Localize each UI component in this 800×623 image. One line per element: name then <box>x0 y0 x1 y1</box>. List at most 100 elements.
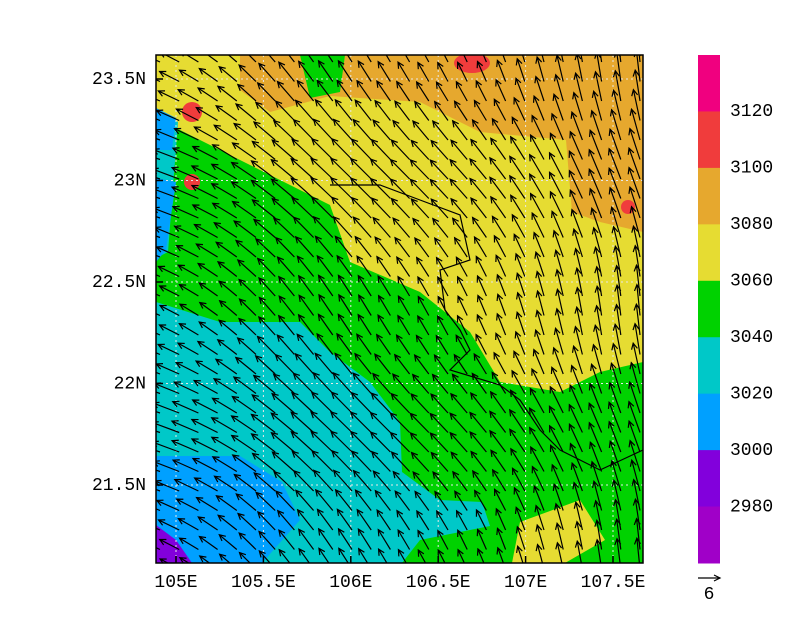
wind-arrow <box>532 348 545 375</box>
wind-arrow <box>612 69 622 102</box>
wind-arrow <box>270 178 295 199</box>
wind-arrow <box>415 256 430 277</box>
wind-arrow <box>482 55 487 63</box>
wind-arrow <box>376 255 391 277</box>
wind-arrow <box>489 429 507 453</box>
wind-arrow <box>590 460 603 492</box>
wind-arrow <box>158 285 180 297</box>
wind-arrow <box>218 553 231 563</box>
wind-arrow <box>437 61 449 82</box>
wind-arrow <box>397 314 411 336</box>
wind-arrow <box>490 449 507 472</box>
wind-arrow <box>450 392 468 414</box>
wind-arrow <box>178 69 199 83</box>
wind-arrow <box>610 459 622 492</box>
wind-arrow <box>310 391 334 414</box>
colorbar-label: 3100 <box>730 159 773 179</box>
wind-arrow <box>455 334 468 355</box>
wind-arrow <box>377 275 391 297</box>
wind-arrow <box>513 486 526 511</box>
wind-arrow <box>211 456 238 473</box>
wind-arrow <box>233 473 257 492</box>
wind-arrow <box>271 197 295 219</box>
wind-arrow <box>156 226 180 239</box>
lon-label: 106.5E <box>406 573 471 593</box>
wind-arrow <box>370 450 391 472</box>
wind-arrow <box>417 314 430 336</box>
wind-arrow <box>629 361 641 394</box>
colorbar-label: 3000 <box>730 441 773 461</box>
wind-arrow <box>457 275 468 297</box>
colorbar-label: 3040 <box>730 328 773 348</box>
wind-arrow <box>310 430 334 453</box>
wind-arrow <box>358 294 372 316</box>
wind-arrow <box>633 302 641 336</box>
wind-arrow <box>292 216 315 238</box>
wind-arrow <box>511 213 526 238</box>
wind-arrow <box>535 543 544 563</box>
wind-arrow <box>191 399 218 414</box>
wind-arrow <box>417 61 430 82</box>
wind-arrow <box>429 159 449 180</box>
wind-arrow <box>409 432 430 453</box>
wind-arrow <box>588 382 603 414</box>
wind-arrow <box>210 183 238 200</box>
wind-arrow <box>336 332 353 355</box>
wind-arrow <box>330 430 353 453</box>
wind-arrow <box>552 229 564 258</box>
wind-arrow <box>352 216 372 238</box>
wind-arrow <box>611 478 622 511</box>
wind-arrow <box>294 489 315 511</box>
wind-arrow <box>470 196 487 219</box>
wind-arrow <box>157 265 180 278</box>
wind-arrow <box>181 55 199 63</box>
wind-arrow <box>632 322 641 355</box>
wind-arrow <box>568 149 583 180</box>
wind-arrow <box>231 395 257 414</box>
wind-arrow <box>531 114 545 141</box>
wind-arrow <box>489 176 507 199</box>
wind-arrow <box>292 118 315 141</box>
wind-arrow <box>258 296 276 316</box>
wind-arrow <box>318 547 330 563</box>
wind-arrow <box>178 556 190 563</box>
lat-label: 23.5N <box>92 70 146 90</box>
wind-arrow <box>593 323 603 355</box>
wind-arrow <box>410 139 430 160</box>
colorbar-label: 3120 <box>730 102 773 122</box>
wind-arrow <box>509 428 526 453</box>
wind-arrow <box>609 205 622 238</box>
wind-arrow <box>231 200 257 219</box>
wind-arrow <box>553 327 564 355</box>
wind-arrow <box>469 430 487 453</box>
wind-arrow <box>211 144 238 161</box>
wind-arrow <box>288 55 295 63</box>
wind-arrow <box>337 527 353 550</box>
wind-arrow <box>449 158 468 180</box>
wind-arrow <box>396 80 411 102</box>
wind-arrow <box>212 378 238 395</box>
wind-arrow <box>338 547 349 563</box>
wind-arrow <box>334 352 353 375</box>
wind-arrow <box>568 403 583 433</box>
wind-arrow <box>372 372 391 394</box>
wind-arrow <box>633 536 641 563</box>
wind-arrow <box>451 373 468 394</box>
wind-arrow <box>629 107 641 141</box>
wind-arrow <box>396 509 411 531</box>
wind-arrow <box>591 226 603 258</box>
wind-arrow <box>568 422 583 453</box>
wind-arrow <box>274 100 295 121</box>
wind-arrow <box>268 55 276 63</box>
wind-arrow <box>432 471 449 492</box>
wind-arrow <box>173 478 199 492</box>
wind-arrow <box>171 205 199 219</box>
wind-arrow <box>238 551 251 563</box>
wind-arrow <box>356 255 372 277</box>
wind-arrow <box>496 273 507 297</box>
wind-arrow <box>258 549 271 563</box>
wind-arrow <box>291 196 315 219</box>
wind-arrow <box>317 313 334 336</box>
wind-arrow <box>177 88 199 102</box>
wind-arrow <box>296 508 315 531</box>
